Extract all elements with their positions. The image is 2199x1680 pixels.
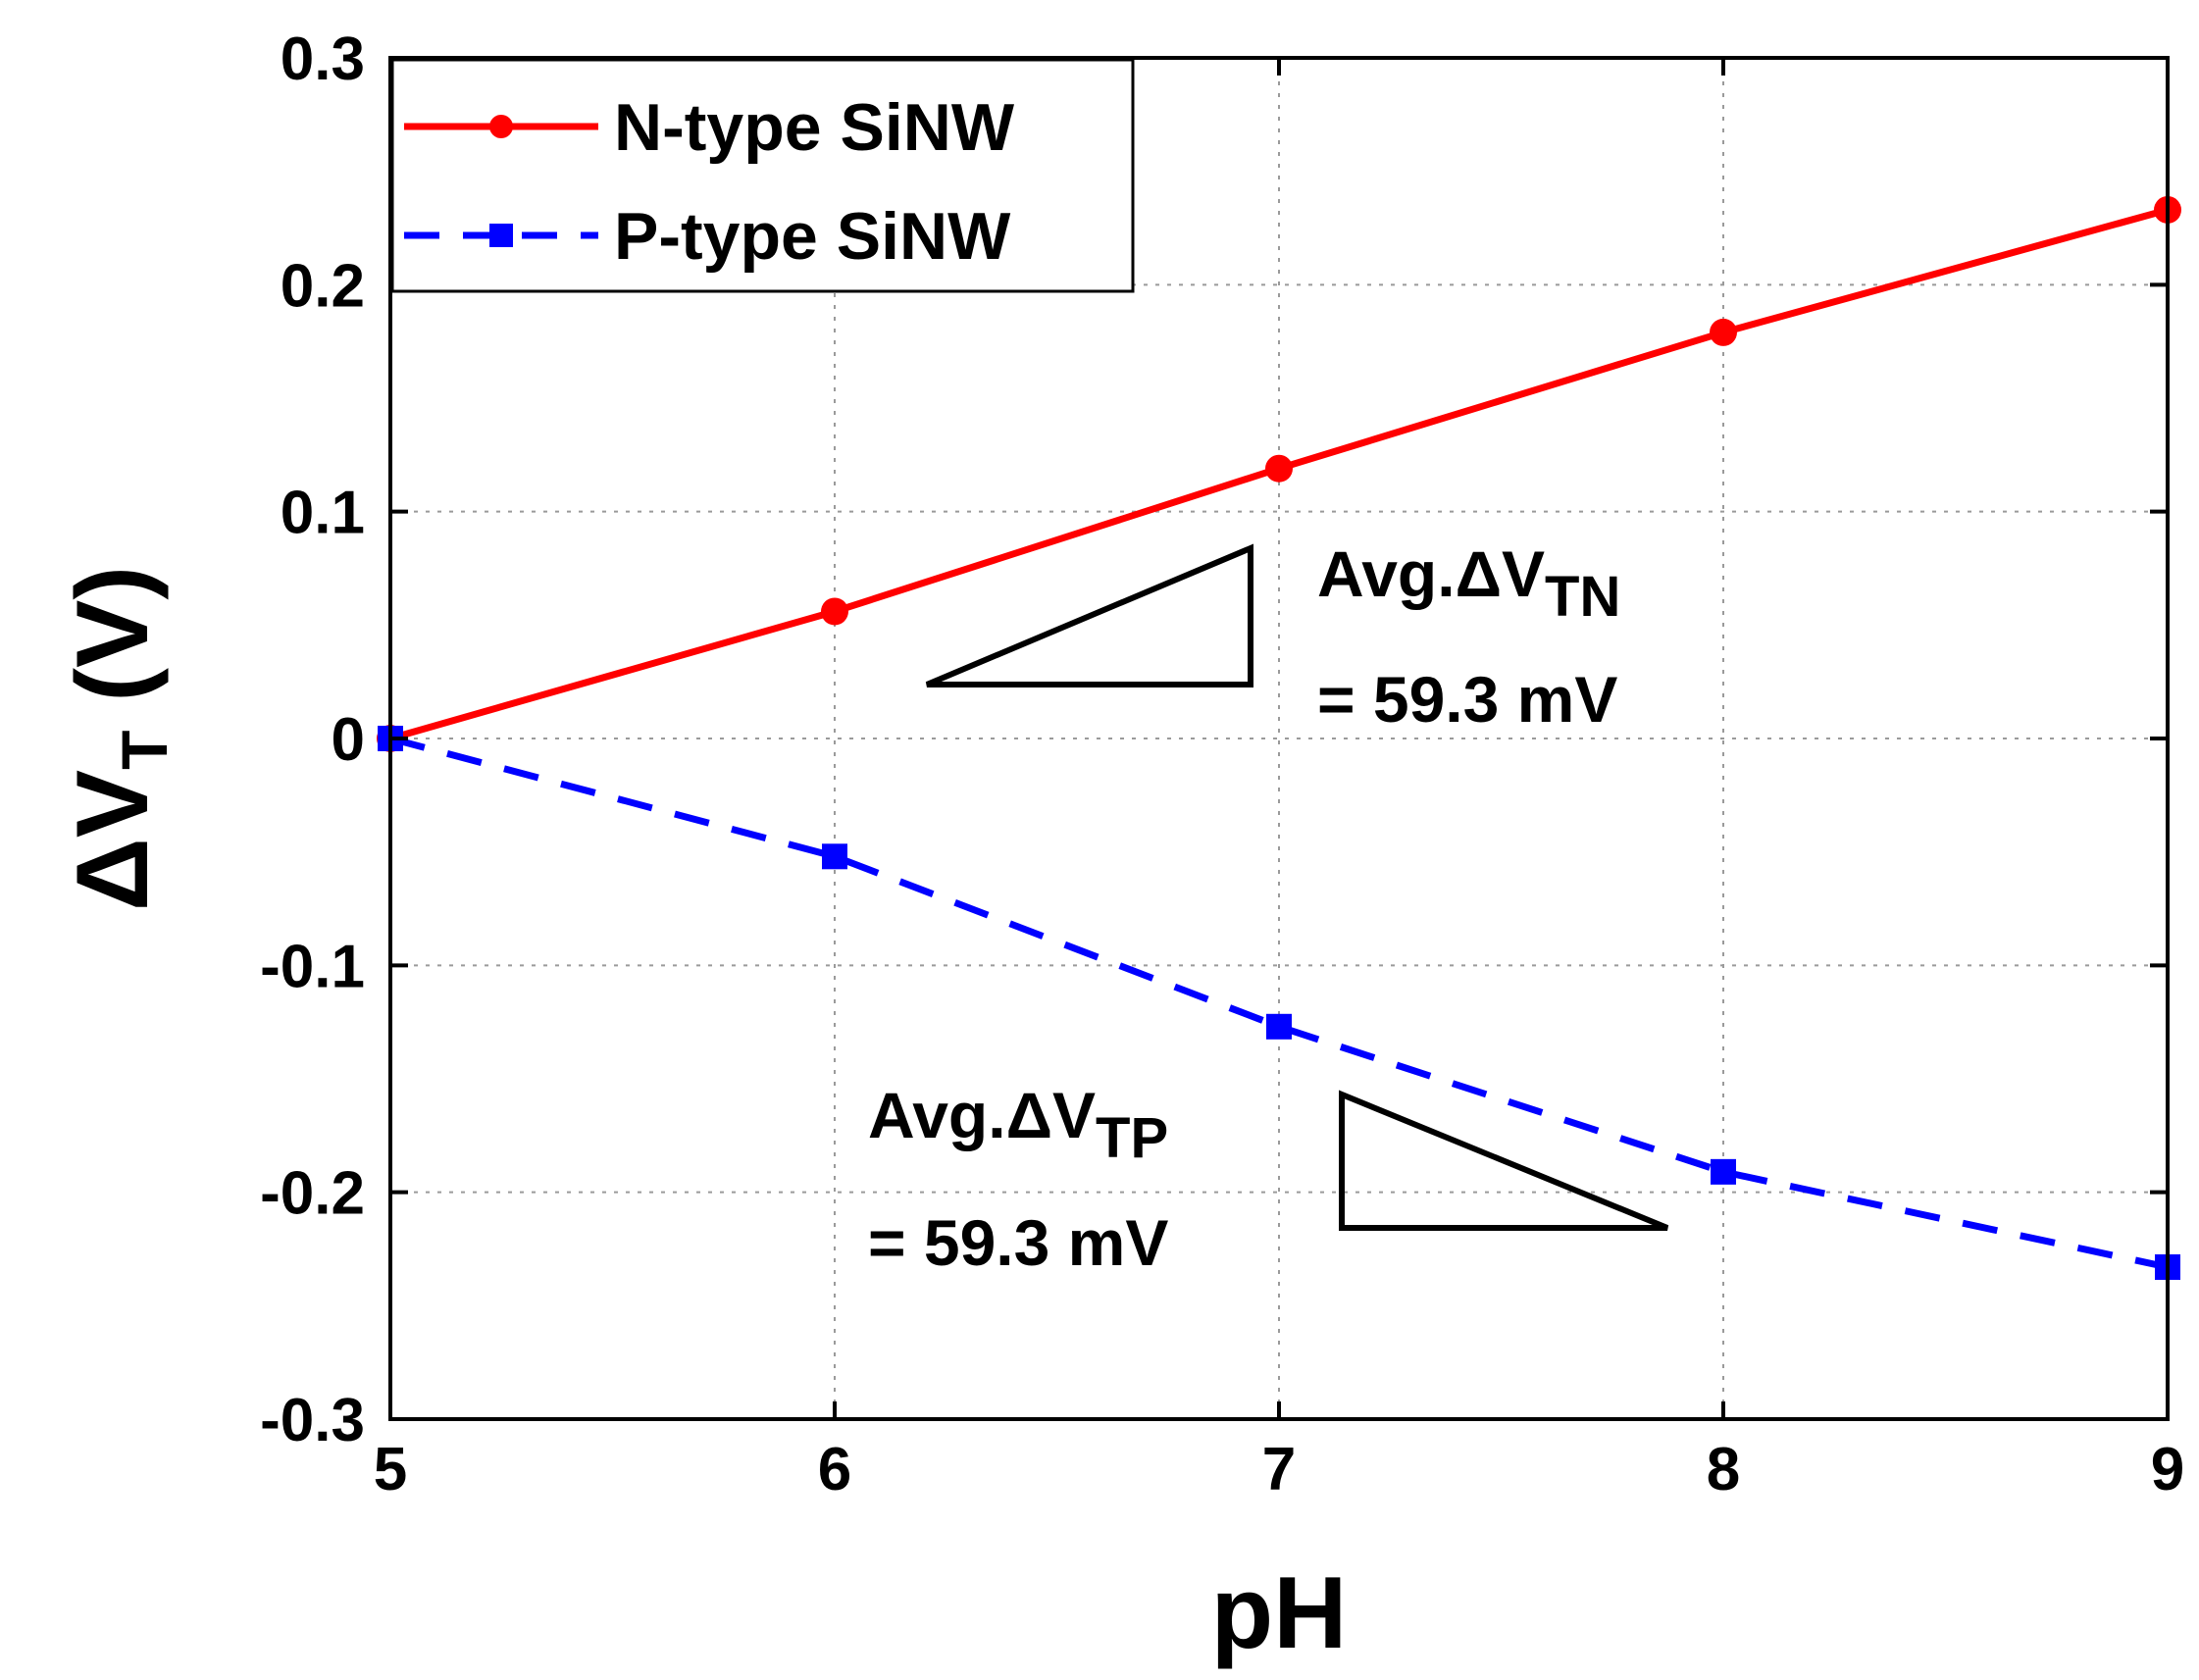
x-tick-label: 8 (1707, 1436, 1740, 1503)
data-point-n-type (1710, 318, 1737, 346)
x-tick-label: 7 (1262, 1436, 1296, 1503)
y-tick-label: 0 (332, 706, 365, 774)
y-tick-label: 0.3 (281, 25, 365, 93)
y-tick-label: 0.2 (281, 252, 365, 320)
x-tick-label: 5 (374, 1436, 407, 1503)
y-tick-label: -0.3 (260, 1387, 365, 1454)
data-point-n-type (1265, 454, 1293, 483)
annotation-p-label: Avg.ΔVTP (868, 1079, 1168, 1170)
slope-triangle-n (925, 543, 1253, 687)
legend-box (390, 58, 1135, 293)
x-axis-title: pH (1211, 1556, 1348, 1670)
legend-p-marker (489, 224, 513, 247)
y-tick-label: 0.1 (281, 480, 365, 547)
annotation-n-value: = 59.3 mV (1317, 663, 1617, 736)
series-line-p-type (389, 735, 2169, 1271)
y-tick-label: -0.2 (260, 1160, 365, 1228)
annotation-p-value: = 59.3 mV (868, 1206, 1168, 1279)
data-point-p-type (1711, 1158, 1736, 1185)
legend-n-label: N-type SiNW (614, 90, 1015, 165)
legend-n-marker (489, 115, 513, 138)
x-tick-label: 9 (2151, 1436, 2184, 1503)
ticks: 5 6 7 8 9 -0.3 -0.2 -0.1 0 0.1 0.2 0.3 (260, 25, 2184, 1503)
data-point-p-type (822, 843, 847, 870)
slope-triangle-p (1339, 1090, 1669, 1231)
legend-p-label: P-type SiNW (614, 199, 1011, 274)
data-point-p-type (1266, 1013, 1292, 1040)
data-point-n-type (821, 597, 848, 626)
annotation-n-label: Avg.ΔVTN (1317, 537, 1620, 629)
x-tick-label: 6 (818, 1436, 851, 1503)
series-layer (377, 195, 2181, 1281)
legend: N-type SiNW P-type SiNW (390, 58, 1135, 293)
y-axis-title: ΔVT (V) (56, 566, 180, 911)
y-tick-label: -0.1 (260, 933, 365, 1000)
